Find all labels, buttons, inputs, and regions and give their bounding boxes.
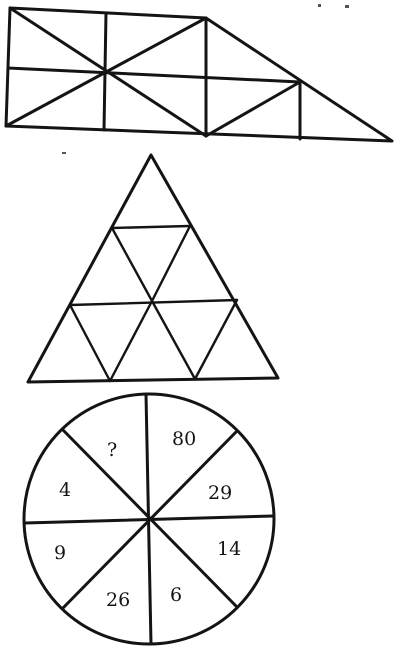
triangle-line-c [68, 303, 112, 383]
sector-label: 14 [217, 538, 241, 560]
scan-speck [62, 152, 66, 154]
circle-figure: ? 80 29 14 6 26 9 4 [22, 392, 276, 646]
circle-outline [22, 392, 276, 646]
triangle-line-b [150, 224, 192, 303]
sector-label: ? [107, 439, 117, 461]
sector-label: 6 [170, 584, 182, 606]
scan-speck [345, 5, 349, 8]
sector-label: 9 [54, 542, 66, 564]
triangle-line-a [110, 226, 154, 303]
triangle-outline [26, 153, 280, 384]
scan-speck [318, 4, 321, 7]
sector-label: 26 [106, 589, 130, 611]
trapezoid-mid-line [6, 66, 302, 84]
triangle-line-upper [110, 224, 192, 230]
triangle-line-d [108, 299, 154, 383]
triangle-figure [26, 153, 280, 384]
triangle-line-e [150, 299, 197, 381]
sector-label: 4 [59, 479, 71, 501]
sector-label: 80 [172, 428, 196, 450]
triangle-line-f [193, 298, 239, 381]
trapezoid-outline [4, 6, 394, 143]
trapezoid-diagonal-3 [204, 80, 302, 138]
sector-label: 29 [208, 482, 232, 504]
parallelogram-figure [4, 6, 394, 143]
circle-line-diagonal-2 [61, 430, 238, 610]
trapezoid-diagonal-2 [4, 16, 208, 128]
